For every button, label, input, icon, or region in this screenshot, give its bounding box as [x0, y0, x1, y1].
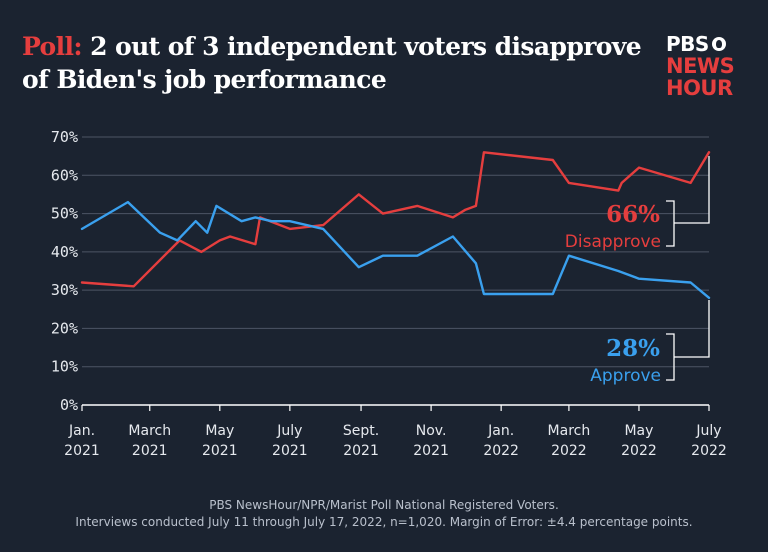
x-tick-label: March — [548, 423, 591, 439]
x-tick-label: Jan. — [487, 423, 514, 439]
y-tick-label: 30% — [51, 281, 78, 299]
x-tick-label: Nov. — [416, 423, 447, 439]
x-tick-label: May — [624, 423, 653, 439]
disapprove-end-value: 66% — [606, 201, 660, 228]
annotation-layer: 66% Disapprove 28% Approve — [565, 156, 710, 386]
title-headline: 2 out of 3 independent voters disapprove… — [22, 32, 642, 94]
x-tick-label: 2022 — [691, 443, 727, 459]
y-tick-label: 50% — [51, 205, 78, 223]
approve-label: Approve — [590, 366, 661, 386]
x-tick-label: March — [128, 423, 171, 439]
x-tick-label: 2021 — [202, 443, 238, 459]
title-kicker: Poll: — [22, 32, 83, 61]
source-line-1: PBS NewsHour/NPR/Marist Poll National Re… — [209, 498, 559, 512]
approve-bracket — [666, 300, 710, 381]
pbs-newshour-logo: PBS NEWS HOUR — [666, 33, 746, 99]
x-tick-label: 2021 — [272, 443, 308, 459]
series-line-approve — [80, 200, 711, 299]
disapprove-bracket — [666, 156, 710, 247]
x-tick-label: 2022 — [621, 443, 657, 459]
y-tick-label: 0% — [60, 396, 78, 414]
source-line-2: Interviews conducted July 11 through Jul… — [75, 515, 693, 529]
x-tick-label: July — [695, 423, 721, 439]
series-line-disapprove — [80, 151, 711, 288]
pbs-head-icon — [711, 37, 726, 51]
x-tick-label: Sept. — [343, 423, 379, 439]
logo-pbs-text: PBS — [666, 32, 709, 56]
x-tick-label: 2022 — [483, 443, 519, 459]
x-tick-label: July — [276, 423, 302, 439]
x-tick-label: 2021 — [132, 443, 168, 459]
x-tick-label: 2022 — [551, 443, 587, 459]
x-tick-label: May — [205, 423, 234, 439]
grid-layer — [82, 136, 709, 406]
disapprove-label: Disapprove — [565, 232, 661, 252]
logo-hour-text: HOUR — [666, 76, 733, 100]
x-axis-labels: Jan. 2021 March 2021 May 2021 July 2021 Sept. 202… — [64, 405, 727, 459]
approve-end-value: 28% — [606, 335, 660, 362]
x-tick-label: 2021 — [413, 443, 449, 459]
x-tick-label: 2021 — [343, 443, 379, 459]
y-tick-label: 60% — [51, 166, 78, 184]
y-axis-labels: 0% 10% 20% 30% 40% 50% 60% 70% — [51, 128, 78, 414]
y-tick-label: 40% — [51, 243, 78, 261]
x-tick-label: 2021 — [64, 443, 100, 459]
y-tick-label: 70% — [51, 128, 78, 146]
x-tick-label: Jan. — [68, 423, 95, 439]
y-tick-label: 20% — [51, 319, 78, 337]
y-tick-label: 10% — [51, 358, 78, 376]
source-note: PBS NewsHour/NPR/Marist Poll National Re… — [0, 497, 768, 531]
chart-title: Poll: 2 out of 3 independent voters disa… — [22, 30, 642, 96]
logo-news-text: NEWS — [666, 54, 735, 78]
series-layer — [80, 151, 711, 299]
